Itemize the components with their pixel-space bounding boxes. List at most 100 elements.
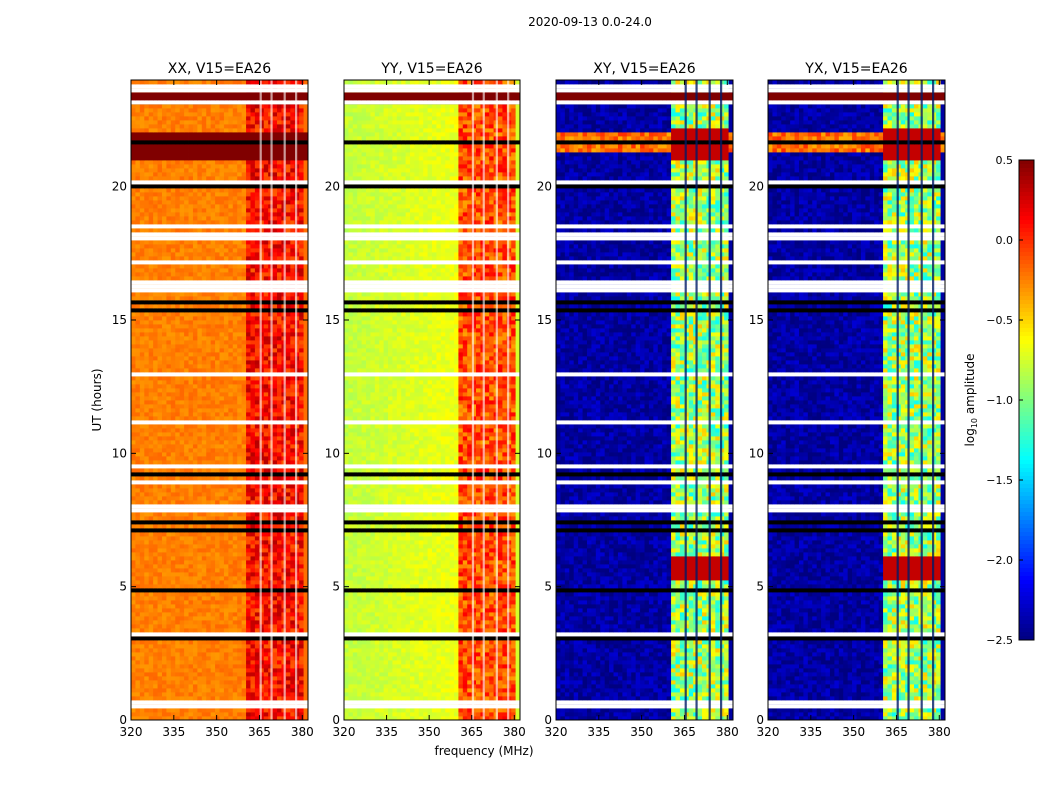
heatmap-cell — [290, 452, 296, 457]
heatmap-cell — [228, 540, 234, 545]
heatmap-cell — [157, 596, 163, 601]
heatmap-cell — [241, 496, 247, 501]
heatmap-cell — [184, 328, 189, 333]
heatmap-cell — [237, 608, 243, 613]
heatmap-cell — [135, 460, 141, 465]
heatmap-cell — [263, 580, 269, 585]
heatmap-cell — [188, 664, 194, 669]
heatmap-cell — [263, 384, 269, 389]
heatmap-cell — [170, 688, 176, 693]
heatmap-cell — [285, 500, 291, 505]
heatmap-cell — [232, 608, 238, 613]
heatmap-cell — [263, 404, 269, 409]
heatmap-cell — [201, 364, 207, 369]
heatmap-cell — [290, 424, 296, 429]
heatmap-cell — [131, 400, 136, 405]
heatmap-cell — [232, 696, 238, 701]
heatmap-cell — [179, 444, 185, 449]
heatmap-cell — [219, 328, 225, 333]
heatmap-cell — [166, 564, 172, 569]
heatmap-cell — [299, 676, 304, 681]
heatmap-cell — [170, 712, 176, 717]
heatmap-cell — [237, 620, 243, 625]
heatmap-cell — [148, 568, 154, 573]
heatmap-cell — [290, 440, 296, 445]
heatmap-cell — [254, 488, 260, 493]
heatmap-cell — [184, 588, 189, 593]
heatmap-cell — [197, 560, 203, 565]
heatmap-cell — [237, 364, 243, 369]
heatmap-cell — [223, 672, 229, 677]
heatmap-cell — [219, 584, 225, 589]
heatmap-cell — [179, 308, 185, 313]
heatmap-cell — [201, 468, 207, 473]
heatmap-cell — [197, 680, 203, 685]
heatmap-cell — [135, 468, 141, 473]
heatmap-cell — [175, 468, 181, 473]
heatmap-cell — [192, 348, 198, 353]
heatmap-cell — [299, 556, 304, 561]
heatmap-cell — [277, 352, 282, 357]
heatmap-cell — [290, 688, 296, 693]
heatmap-cell — [131, 352, 136, 357]
heatmap-cell — [175, 348, 181, 353]
heatmap-cell — [166, 500, 172, 505]
heatmap-cell — [290, 620, 296, 625]
heatmap-cell — [184, 468, 189, 473]
heatmap-cell — [184, 568, 189, 573]
heatmap-cell — [170, 568, 176, 573]
heatmap-cell — [215, 352, 220, 357]
heatmap-cell — [223, 492, 229, 497]
heatmap-cell — [131, 488, 136, 493]
heatmap-cell — [303, 660, 309, 665]
heatmap-cell — [241, 552, 247, 557]
heatmap-cell — [210, 380, 216, 385]
heatmap-cell — [135, 268, 141, 273]
heatmap-cell — [223, 228, 229, 233]
heatmap-cell — [131, 312, 136, 317]
heatmap-cell — [237, 560, 243, 565]
heatmap-cell — [170, 628, 176, 633]
heatmap-cell — [170, 344, 176, 349]
heatmap-cell — [263, 348, 269, 353]
heatmap-cell — [144, 552, 150, 557]
heatmap-cell — [170, 384, 176, 389]
heatmap-cell — [206, 560, 212, 565]
heatmap-cell — [223, 528, 229, 533]
heatmap-cell — [290, 532, 296, 537]
heatmap-cell — [250, 496, 256, 501]
heatmap-cell — [285, 456, 291, 461]
heatmap-cell — [192, 680, 198, 685]
heatmap-cell — [139, 520, 145, 525]
heatmap-cell — [228, 396, 234, 401]
heatmap-cell — [188, 452, 194, 457]
heatmap-cell — [299, 268, 304, 273]
heatmap-cell — [166, 652, 172, 657]
heatmap-cell — [232, 276, 238, 281]
heatmap-cell — [303, 412, 309, 417]
heatmap-cell — [263, 296, 269, 301]
heatmap-cell — [241, 676, 247, 681]
heatmap-cell — [285, 476, 291, 481]
heatmap-cell — [237, 468, 243, 473]
heatmap-cell — [188, 616, 194, 621]
heatmap-cell — [188, 652, 194, 657]
heatmap-cell — [166, 248, 172, 253]
heatmap-cell — [254, 520, 260, 525]
heatmap-cell — [263, 600, 269, 605]
heatmap-cell — [157, 360, 163, 365]
heatmap-cell — [188, 304, 194, 309]
heatmap-cell — [175, 536, 181, 541]
heatmap-cell — [192, 352, 198, 357]
heatmap-cell — [153, 688, 158, 693]
heatmap-cell — [188, 384, 194, 389]
heatmap-cell — [215, 436, 220, 441]
heatmap-cell — [170, 540, 176, 545]
heatmap-cell — [228, 716, 234, 721]
heatmap-cell — [184, 552, 189, 557]
heatmap-cell — [188, 320, 194, 325]
heatmap-cell — [135, 612, 141, 617]
heatmap-cell — [237, 340, 243, 345]
heatmap-cell — [263, 392, 269, 397]
heatmap-cell — [153, 648, 158, 653]
